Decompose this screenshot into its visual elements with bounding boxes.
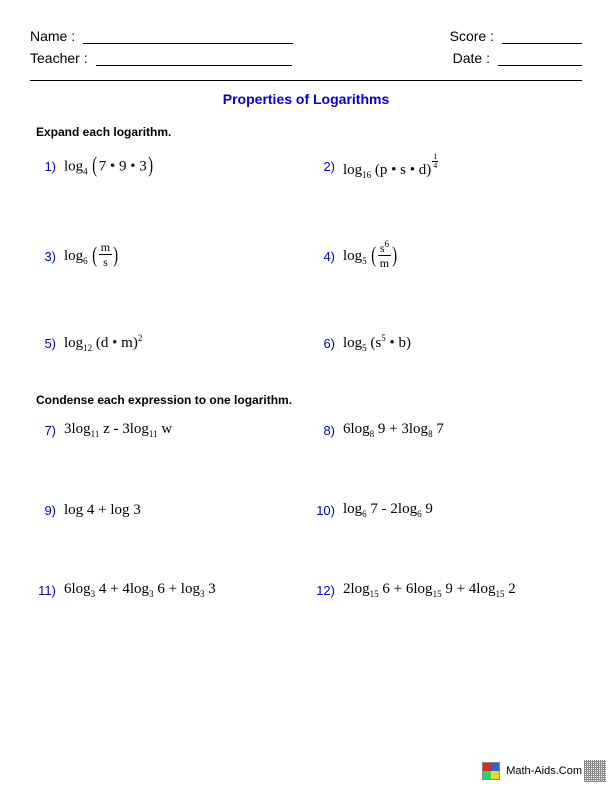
footer-logo-icon <box>482 762 500 780</box>
header-rule <box>30 80 582 81</box>
problem: 9) log 4 + log 3 <box>34 501 303 519</box>
problem: 11) 6log3 4 + 4log3 6 + log3 3 <box>34 581 303 599</box>
problem-expression: log16 (p • s • d)14 <box>343 153 438 180</box>
problem-number: 11) <box>34 583 56 598</box>
problem: 5) log12 (d • m)2 <box>34 333 303 353</box>
date-field: Date : <box>453 50 582 66</box>
problem: 3) log6 (ms) <box>34 242 303 271</box>
problem-number: 8) <box>313 423 335 438</box>
problem-expression: 2log15 6 + 6log15 9 + 4log15 2 <box>343 581 516 599</box>
teacher-field: Teacher : <box>30 50 292 66</box>
problem: 12) 2log15 6 + 6log15 9 + 4log15 2 <box>313 581 582 599</box>
problem-number: 4) <box>313 249 335 264</box>
problem-expression: log6 7 - 2log6 9 <box>343 501 433 519</box>
problem: 2) log16 (p • s • d)14 <box>313 153 582 180</box>
problem-expression: log6 (ms) <box>64 243 119 270</box>
teacher-label: Teacher : <box>30 50 88 66</box>
section1-instruction: Expand each logarithm. <box>36 125 582 139</box>
problem-number: 9) <box>34 503 56 518</box>
teacher-blank[interactable] <box>96 50 292 66</box>
qr-code-icon <box>584 760 606 782</box>
footer-site: Math-Aids.Com <box>506 765 582 777</box>
problem-expression: log12 (d • m)2 <box>64 333 142 353</box>
score-field: Score : <box>450 28 582 44</box>
problem: 7) 3log11 z - 3log11 w <box>34 421 303 439</box>
score-label: Score : <box>450 28 494 44</box>
problem-number: 7) <box>34 423 56 438</box>
header-row-1: Name : Score : <box>30 28 582 44</box>
section2-instruction: Condense each expression to one logarith… <box>36 393 582 407</box>
problem-number: 1) <box>34 159 56 174</box>
worksheet-title: Properties of Logarithms <box>30 91 582 107</box>
problem: 4) log5 (s6m) <box>313 242 582 271</box>
problem: 10) log6 7 - 2log6 9 <box>313 501 582 519</box>
problem-expression: 3log11 z - 3log11 w <box>64 421 172 439</box>
problem-number: 5) <box>34 336 56 351</box>
name-field: Name : <box>30 28 293 44</box>
problem: 6) log5 (s5 • b) <box>313 333 582 353</box>
date-label: Date : <box>453 50 490 66</box>
footer: Math-Aids.Com <box>482 762 582 780</box>
date-blank[interactable] <box>498 50 582 66</box>
problem-number: 2) <box>313 159 335 174</box>
problem-number: 6) <box>313 336 335 351</box>
problem-number: 12) <box>313 583 335 598</box>
problem-number: 10) <box>313 503 335 518</box>
problem-expression: log 4 + log 3 <box>64 502 141 519</box>
score-blank[interactable] <box>502 28 582 44</box>
problem-expression: 6log8 9 + 3log8 7 <box>343 421 444 439</box>
section1-problems: 1) log4 (7 • 9 • 3) 2) log16 (p • s • d)14 3… <box>30 153 582 353</box>
name-label: Name : <box>30 28 75 44</box>
problem-expression: 6log3 4 + 4log3 6 + log3 3 <box>64 581 216 599</box>
problem-expression: log4 (7 • 9 • 3) <box>64 154 154 180</box>
name-blank[interactable] <box>83 28 293 44</box>
problem-expression: log5 (s5 • b) <box>343 333 411 353</box>
problem: 8) 6log8 9 + 3log8 7 <box>313 421 582 439</box>
problem: 1) log4 (7 • 9 • 3) <box>34 153 303 180</box>
problem-expression: log5 (s6m) <box>343 242 398 271</box>
problem-number: 3) <box>34 249 56 264</box>
section2-problems: 7) 3log11 z - 3log11 w 8) 6log8 9 + 3log8 7… <box>30 421 582 599</box>
header-row-2: Teacher : Date : <box>30 50 582 66</box>
